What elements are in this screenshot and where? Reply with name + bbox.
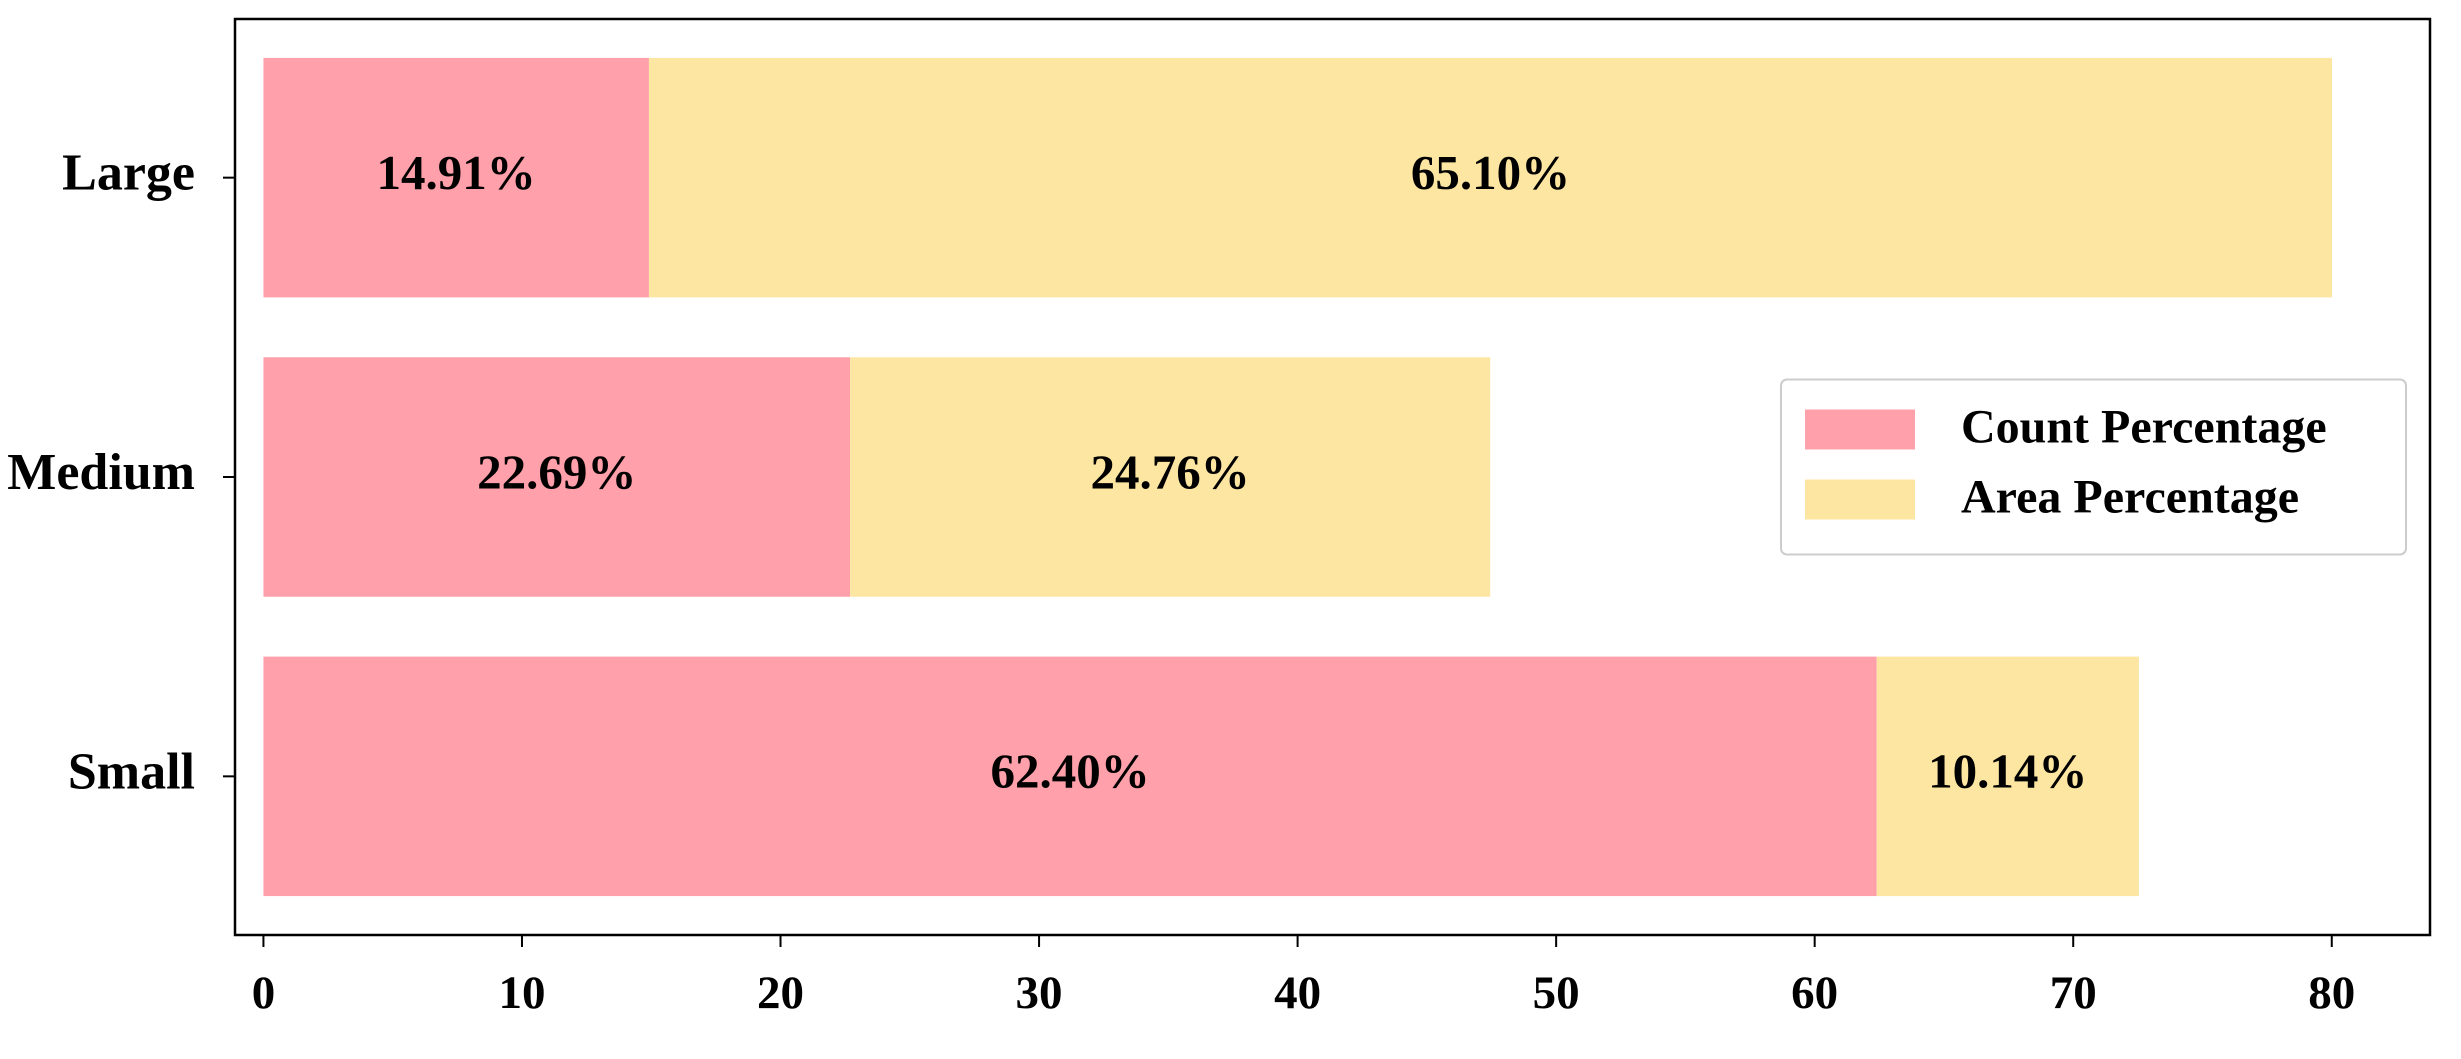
bar-segment [263,57,649,298]
legend-label: Count Percentage [1961,401,2327,454]
x-tick-label: 80 [2308,967,2355,1019]
x-tick-label: 40 [1274,967,1321,1019]
value-label: 14.91% [377,145,536,200]
bar-segment [850,357,1491,597]
plot-frame [233,17,2432,937]
value-label: 10.14% [1928,744,2087,799]
value-label: 62.40% [990,744,1149,799]
x-tick-label: 50 [1533,967,1580,1019]
x-tick-label: 30 [1016,967,1063,1019]
legend-swatch [1805,409,1915,450]
x-tick-label: 20 [757,967,804,1019]
value-label: 22.69% [477,444,636,499]
legend: Count Percentage Area Percentage [1780,378,2407,556]
bar-segment [263,357,851,597]
legend-swatch [1805,479,1915,520]
legend-label: Area Percentage [1961,471,2299,524]
value-label: 65.10% [1411,145,1570,200]
y-tick-label: Small [68,743,195,800]
x-tick-label: 10 [498,967,545,1019]
value-label: 24.76% [1091,444,1250,499]
y-tick-label: Large [62,145,195,202]
bar-segment [648,57,2333,298]
x-tick-label: 0 [252,967,276,1019]
bar-segment [263,656,1877,897]
y-tick-label: Medium [7,444,195,501]
legend-frame [1780,378,2407,556]
x-tick-label: 60 [1791,967,1838,1019]
bar-segment [1876,656,2139,897]
x-tick-label: 70 [2050,967,2097,1019]
